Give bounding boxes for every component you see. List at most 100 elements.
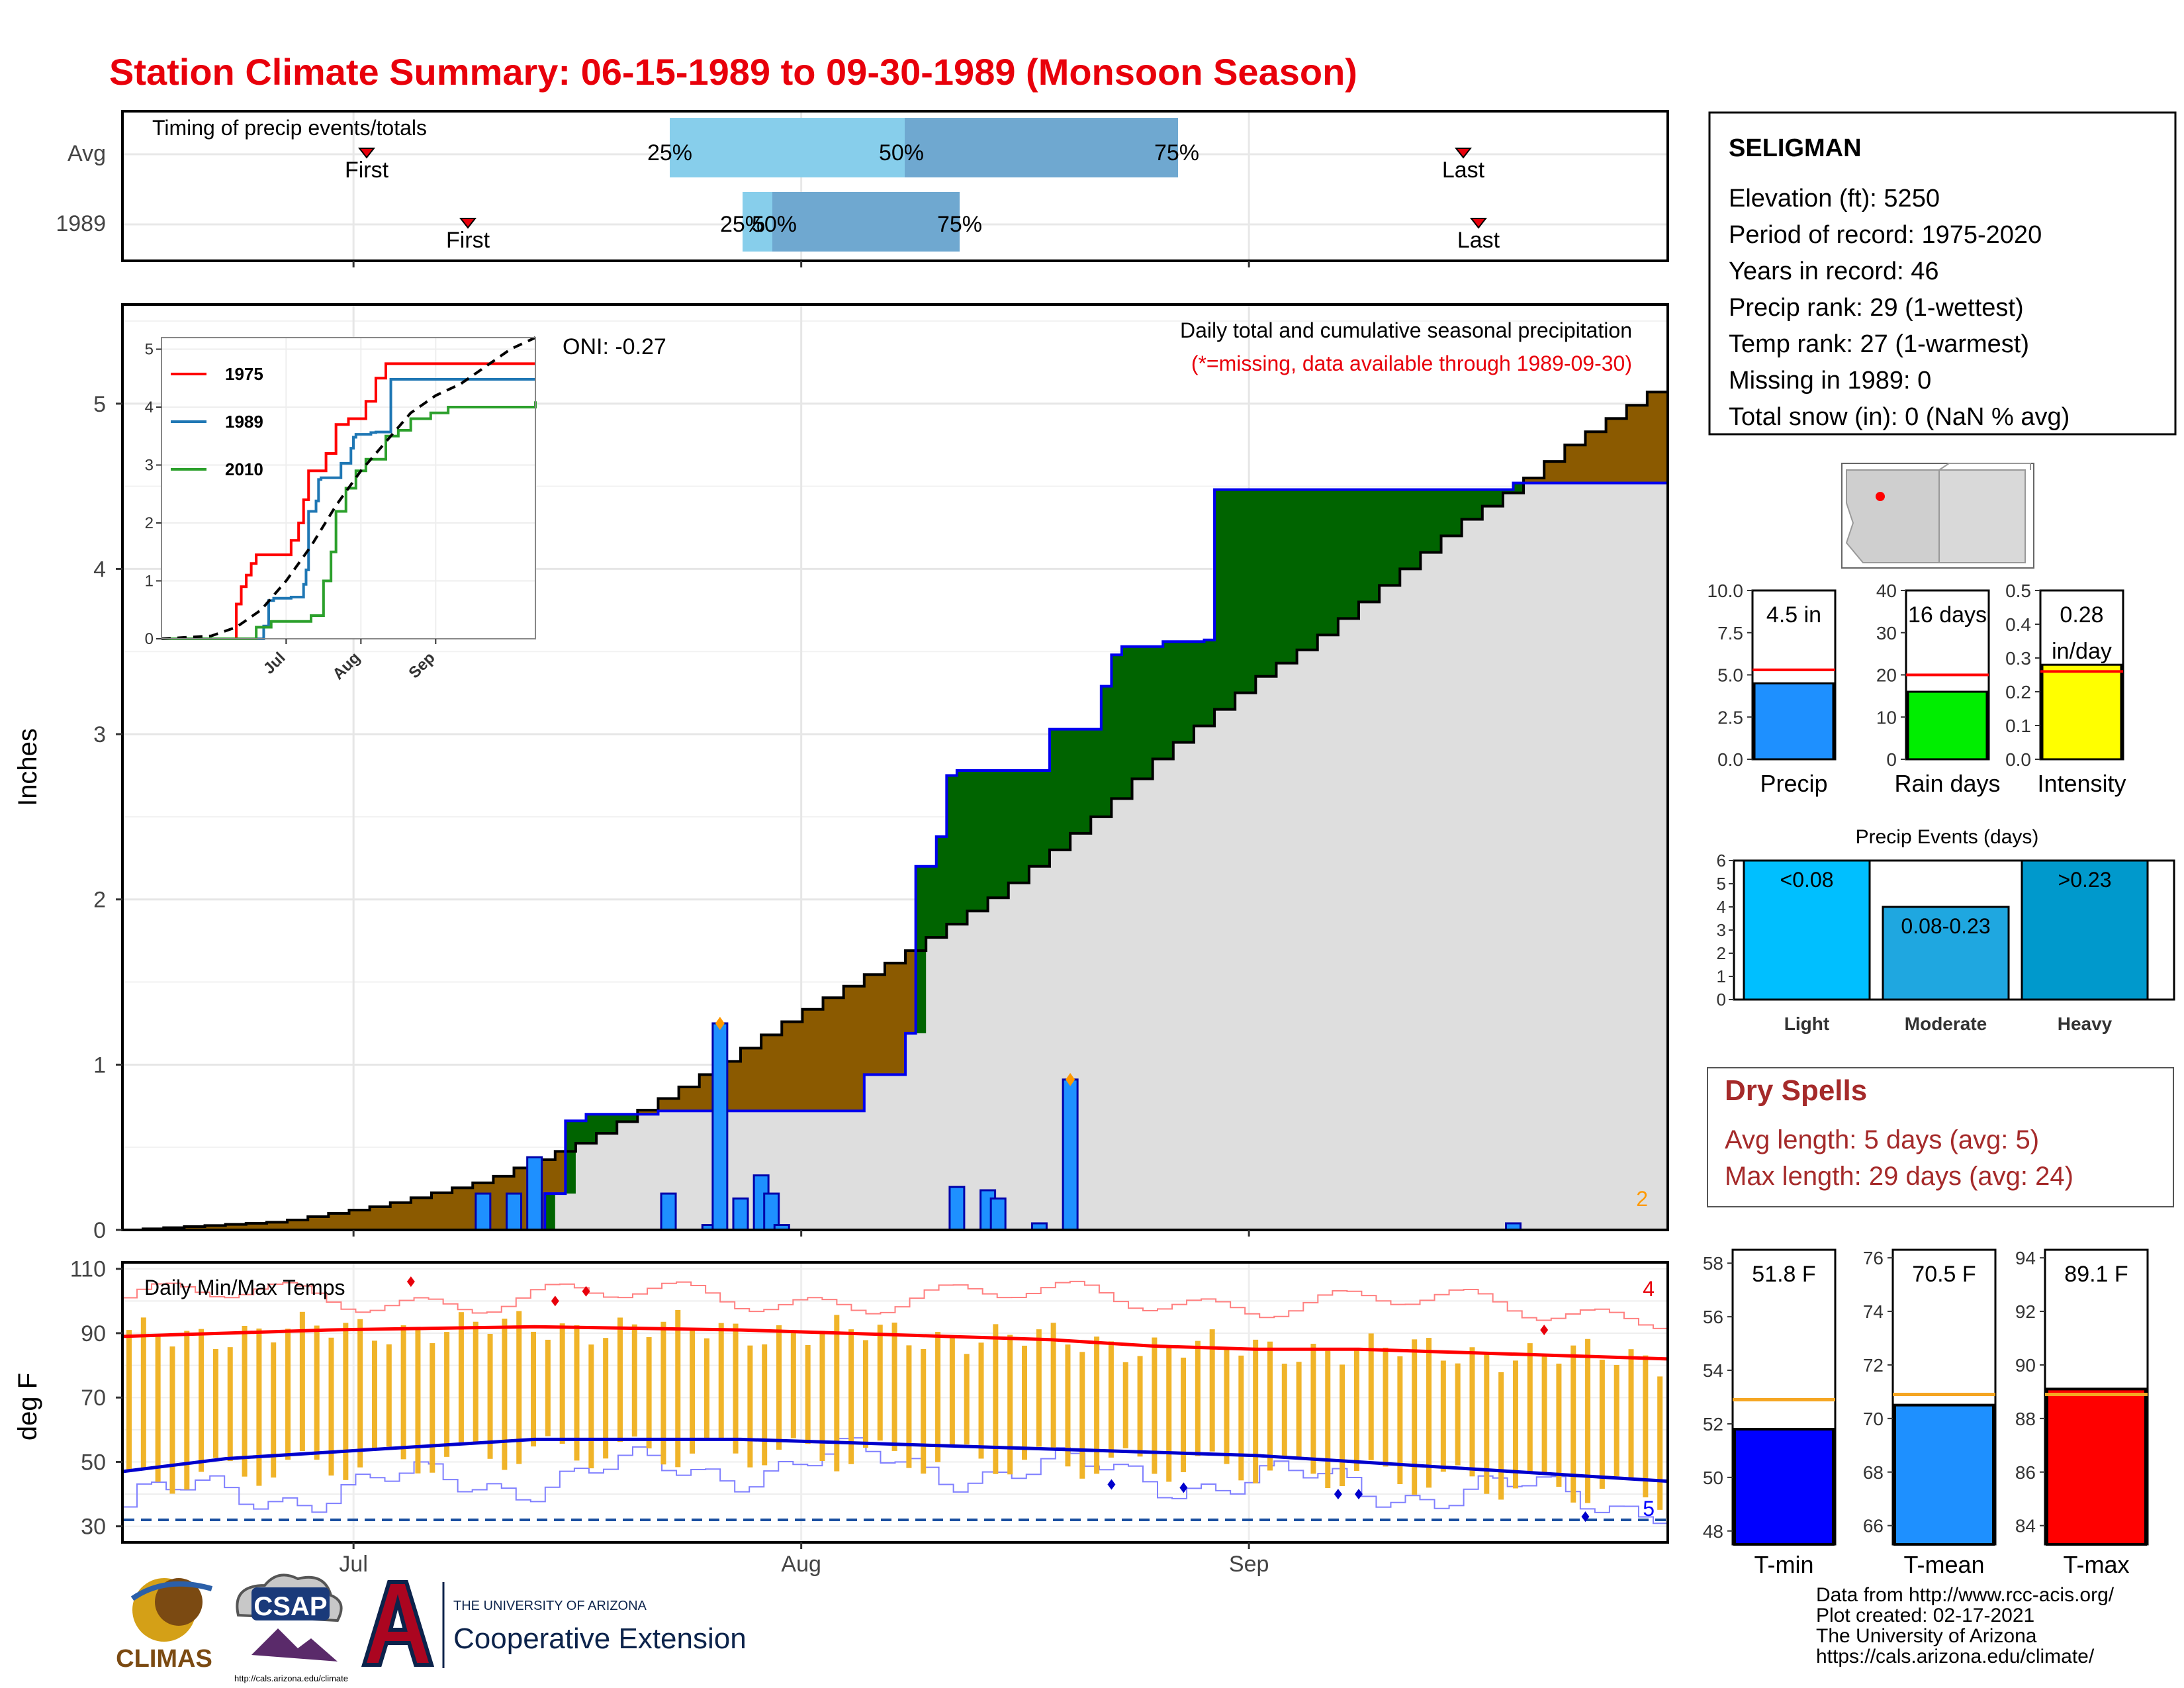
temp-summary-tick-label: 54 [1703, 1360, 1723, 1381]
year-last-label: Last [1457, 228, 1500, 253]
daily-temp-bar [978, 1342, 984, 1459]
precip-events-category-label: Moderate [1905, 1013, 1987, 1034]
daily-temp-bar [921, 1348, 927, 1474]
station-locator-map [1841, 463, 2034, 569]
temp-y-axis-label: deg F [13, 1373, 42, 1440]
daily-temp-bar [1412, 1339, 1418, 1495]
dry-spells-box: Dry Spells Avg length: 5 days (avg: 5) M… [1707, 1067, 2174, 1207]
record-temp-marker [1540, 1325, 1549, 1336]
station-info-line: Precip rank: 29 (1-wettest) [1729, 294, 2024, 322]
summary-intensity-tick-label: 0.3 [2005, 648, 2031, 669]
summary-precip-tick-label: 7.5 [1717, 623, 1743, 643]
temp-summary-value-label: 51.8 F [1752, 1262, 1815, 1287]
csap-logo: CSAP http://cals.arizona.edu/climate [234, 1573, 348, 1683]
daily-temp-bar [199, 1329, 205, 1472]
avg-25-50-bar [670, 118, 905, 177]
daily-temp-bar [140, 1317, 146, 1469]
daily-temp-bar [1094, 1336, 1100, 1474]
inset-legend-label: 1989 [225, 412, 263, 432]
precip-events-tick-label: 1 [1717, 966, 1726, 986]
year-first-label: First [446, 228, 490, 253]
temp-summary-label: T-max [2063, 1551, 2129, 1578]
daily-precip-bar [506, 1192, 523, 1231]
daily-temp-bar [357, 1319, 363, 1468]
inset-y-tick-label: 4 [145, 399, 154, 416]
precip-panel: 0 1 2 3 4 5 Inches Daily total and cumulative… [13, 303, 1669, 1243]
daily-temp-bar [862, 1340, 868, 1448]
daily-temp-bar [328, 1337, 334, 1476]
daily-temp-bar [949, 1336, 955, 1447]
record-temp-marker [1581, 1511, 1590, 1523]
daily-temp-bar [1253, 1339, 1259, 1483]
summary-precip-bar [1753, 682, 1835, 761]
daily-temp-bar [184, 1331, 190, 1490]
csap-logo-text: CSAP [253, 1592, 327, 1621]
avg-first-marker [357, 148, 376, 159]
temp-summary-tick-label: 86 [2015, 1462, 2036, 1483]
temp-summary-tick-label: 56 [1703, 1307, 1723, 1327]
summary-bar-charts: 10.0 7.5 5.0 2.5 0.0 4.5 in Precip 40 30 20 10 0 16 … [1707, 581, 2126, 797]
station-info-line: Elevation (ft): 5250 [1729, 185, 1940, 212]
dry-spells-avg: Avg length: 5 days (avg: 5) [1725, 1125, 2039, 1154]
temp-summary-bar [1733, 1428, 1835, 1546]
daily-temp-bar [574, 1325, 580, 1461]
daily-temp-bar [891, 1323, 897, 1451]
daily-temp-bar [516, 1311, 522, 1464]
inset-y-tick-label: 5 [145, 341, 154, 359]
daily-temp-bar [935, 1331, 941, 1462]
daily-temp-bar [704, 1338, 709, 1439]
daily-temp-bar [631, 1324, 637, 1437]
daily-temp-bar [1541, 1354, 1547, 1472]
uofa-line-1: THE UNIVERSITY OF ARIZONA [453, 1599, 647, 1613]
avg-last-marker [1454, 148, 1473, 159]
temp-y-tick-label: 90 [81, 1321, 106, 1346]
daily-temp-bar [1484, 1354, 1490, 1494]
temp-summary-tick-label: 68 [1863, 1462, 1884, 1483]
record-min-line [122, 1437, 1668, 1524]
daily-temp-bar [762, 1344, 768, 1466]
daily-temp-bar [169, 1346, 175, 1494]
inset-average-line [161, 336, 536, 640]
daily-temp-bar [1267, 1341, 1273, 1471]
daily-temp-bar [1570, 1345, 1576, 1503]
daily-temp-bar [1340, 1364, 1345, 1487]
daily-temp-bar [848, 1329, 854, 1464]
daily-temp-bar [646, 1336, 652, 1449]
precip-events-bar-label: <0.08 [1780, 868, 1834, 892]
daily-precip-bar [711, 1022, 729, 1231]
precip-events-tick-label: 2 [1717, 943, 1726, 963]
daily-temp-bar [430, 1343, 435, 1473]
daily-temp-bar [271, 1342, 277, 1478]
daily-temp-bar [1281, 1364, 1287, 1457]
daily-temp-bar [747, 1345, 753, 1468]
avg-tmax-line [122, 1325, 1668, 1361]
precip-avg-fill-area [122, 483, 1668, 1230]
record-temp-marker [1334, 1489, 1342, 1500]
daily-temp-bar [1397, 1356, 1403, 1485]
inset-legend-label: 2010 [225, 459, 263, 479]
precip-events-tick-label: 3 [1717, 920, 1726, 940]
daily-temp-bar [1556, 1363, 1562, 1487]
summary-rain-days-tick-label: 10 [1876, 707, 1897, 727]
daily-precip-bar [475, 1192, 492, 1231]
summary-rain-days-tick-label: 30 [1876, 623, 1897, 643]
temp-summary-tick-label: 52 [1703, 1414, 1723, 1434]
credits: Data from http://www.rcc-acis.org/ Plot … [1816, 1584, 2115, 1667]
precip-count-label: 2 [1636, 1187, 1648, 1211]
daily-temp-bar [1152, 1337, 1158, 1474]
daily-precip-bar [732, 1197, 749, 1231]
daily-temp-bar [531, 1331, 537, 1447]
daily-temp-bar [819, 1331, 825, 1462]
temp-summary-tick-label: 84 [2015, 1516, 2036, 1536]
precip-annotation-title: Daily total and cumulative seasonal prec… [1180, 318, 1632, 342]
precip-y-tick-label: 0 [93, 1218, 106, 1243]
temp-summary-label: T-min [1754, 1551, 1814, 1578]
precip-annotation-missing: (*=missing, data available through 1989-… [1191, 352, 1632, 375]
year-first-marker [459, 218, 477, 229]
daily-temp-bar [343, 1323, 349, 1480]
temp-hot-count: 4 [1643, 1277, 1655, 1301]
avg-p75-label: 75% [1154, 140, 1199, 165]
summary-rain-days-tick-label: 20 [1876, 665, 1897, 686]
daily-temp-bar [415, 1327, 421, 1474]
daily-temp-bar [1498, 1372, 1504, 1500]
